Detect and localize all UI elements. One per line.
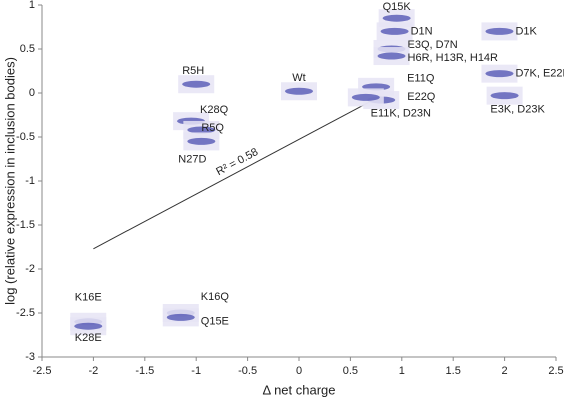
point-label: K28Q <box>200 104 229 116</box>
x-tick-label: -1.5 <box>135 365 154 377</box>
y-tick-label: 0 <box>29 87 35 99</box>
y-tick-label: -2.5 <box>16 307 35 319</box>
gel-band <box>376 22 413 41</box>
gel-band <box>373 47 410 66</box>
x-tick-label: -2.5 <box>33 365 52 377</box>
y-tick-label: -3 <box>25 351 35 363</box>
point-label: D7K, E22K <box>515 68 564 80</box>
trend-line <box>93 95 382 250</box>
point-label: E3Q, D7N <box>408 39 458 51</box>
gel-band <box>183 132 220 151</box>
x-tick-label: -2 <box>89 365 99 377</box>
point-label: Q15E <box>201 315 229 327</box>
gel-band <box>162 308 199 327</box>
point-label: H6R, H13R, H14R <box>408 52 499 64</box>
y-tick-label: 1 <box>29 0 35 11</box>
point-label: E3K, D23K <box>490 104 545 116</box>
x-tick-label: 1.5 <box>446 365 461 377</box>
y-tick-label: -1.5 <box>16 219 35 231</box>
point-label: D1N <box>411 25 433 37</box>
point-label: D1K <box>515 25 537 37</box>
point-label: E11K, D23N <box>371 107 431 119</box>
point-label: E22Q <box>407 91 436 103</box>
point-label: K28E <box>75 332 102 344</box>
x-tick-label: -1 <box>191 365 201 377</box>
y-tick-label: -1 <box>25 175 35 187</box>
x-axis-label: Δ net charge <box>262 382 335 397</box>
point-label: N27D <box>178 153 206 165</box>
y-axis-label: log (relative expression in inclusion bo… <box>2 57 17 305</box>
point-label: R5H <box>182 65 204 77</box>
x-tick-label: 0 <box>296 365 302 377</box>
point-label: K16Q <box>201 291 230 303</box>
gel-band <box>347 88 384 107</box>
y-tick-label: 0.5 <box>20 43 35 55</box>
gel-band <box>70 317 107 336</box>
y-tick-label: -2 <box>25 263 35 275</box>
gel-band <box>281 82 317 101</box>
gel-band <box>481 22 518 41</box>
r-squared: R² = 0.58 <box>214 146 260 178</box>
x-tick-label: 0.5 <box>343 365 358 377</box>
point-label: E11Q <box>407 73 435 85</box>
x-tick-label: 1 <box>399 365 405 377</box>
point-label: K16E <box>75 292 102 304</box>
y-tick-label: -0.5 <box>16 131 35 143</box>
point-label: R5Q <box>201 122 224 134</box>
point-label: Q15K <box>383 1 412 13</box>
x-tick-label: -0.5 <box>238 365 257 377</box>
point-label: Wt <box>292 72 305 84</box>
gel-band <box>486 86 523 105</box>
x-tick-label: 2 <box>502 365 508 377</box>
x-tick-label: 2.5 <box>548 365 563 377</box>
gel-band <box>481 64 518 83</box>
gel-band <box>178 75 215 94</box>
